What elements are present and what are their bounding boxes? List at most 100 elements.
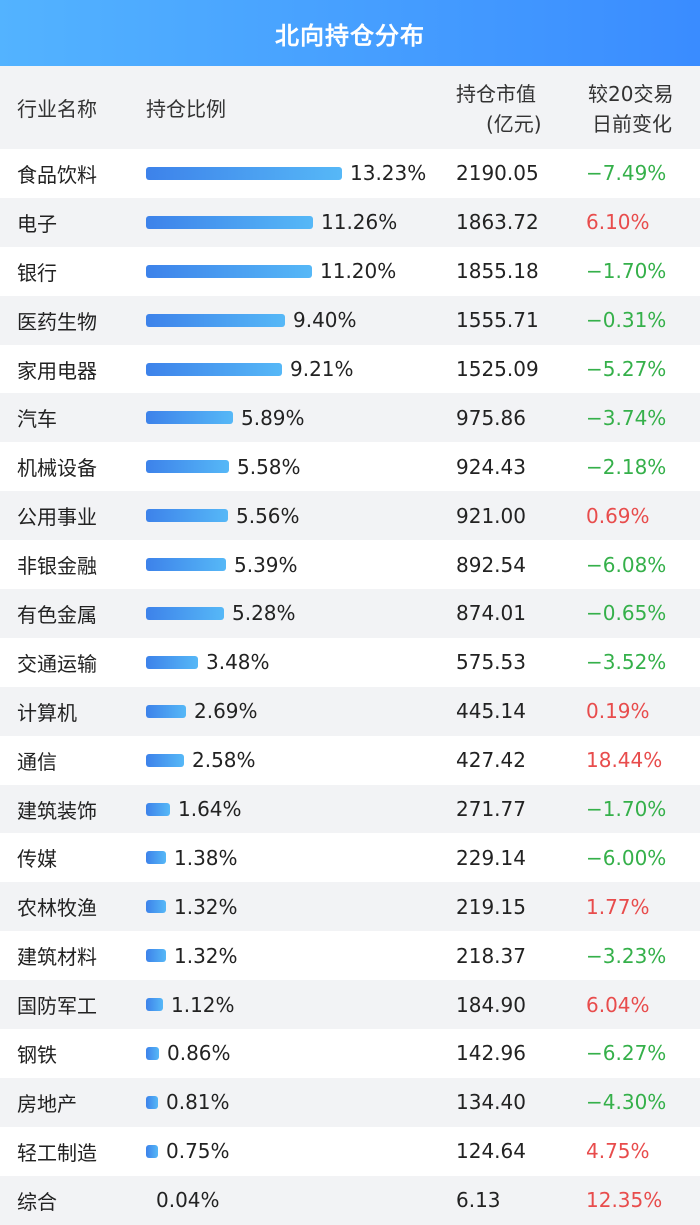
chart-title: 北向持仓分布 (275, 21, 425, 50)
market-value: 924.43 (456, 454, 526, 479)
market-value: 229.14 (456, 845, 526, 870)
chart-title-banner: 北向持仓分布 (0, 0, 700, 66)
ratio-bar (146, 900, 166, 914)
ratio-label: 5.58% (237, 454, 301, 479)
change-value: 18.44% (586, 748, 663, 773)
ratio-label: 1.32% (174, 894, 238, 919)
industry-name: 有色金属 (17, 602, 97, 627)
industry-name: 公用事业 (17, 505, 97, 530)
ratio-cell: 0.86% (146, 1029, 231, 1078)
industry-name: 国防军工 (17, 994, 97, 1019)
header-industry-name: 行业名称 (17, 97, 97, 121)
industry-name: 银行 (17, 260, 57, 285)
market-value: 1555.71 (456, 308, 539, 333)
industry-name: 建筑材料 (17, 945, 97, 970)
ratio-cell: 1.12% (146, 980, 235, 1029)
ratio-bar (146, 753, 184, 767)
market-value: 874.01 (456, 601, 526, 626)
ratio-bar (146, 1046, 159, 1060)
market-value: 2190.05 (456, 161, 539, 186)
ratio-cell: 1.32% (146, 882, 238, 931)
table-row: 钢铁 0.86% 142.96 −6.27% (0, 1029, 700, 1078)
change-value: −3.74% (586, 405, 667, 430)
change-value: 4.75% (586, 1139, 650, 1164)
table-row: 医药生物 9.40% 1555.71 −0.31% (0, 295, 700, 345)
change-value: −1.70% (586, 797, 667, 822)
market-value: 134.40 (456, 1090, 526, 1115)
header-holding-ratio: 持仓比例 (146, 97, 226, 121)
ratio-bar (146, 704, 186, 718)
ratio-label: 5.56% (236, 503, 300, 528)
industry-name: 房地产 (17, 1091, 77, 1116)
ratio-bar (146, 215, 313, 229)
market-value: 271.77 (456, 797, 526, 822)
ratio-label: 11.26% (321, 210, 398, 235)
ratio-bar (146, 362, 282, 376)
market-value: 1525.09 (456, 357, 539, 381)
change-value: 0.69% (586, 503, 650, 528)
market-value: 184.90 (456, 992, 526, 1017)
market-value: 1855.18 (456, 259, 539, 284)
table-row: 家用电器 9.21% 1525.09 −5.27% (0, 345, 700, 394)
change-value: −3.52% (586, 650, 667, 675)
change-value: −0.65% (586, 601, 667, 626)
table-row: 非银金融 5.39% 892.54 −6.08% (0, 540, 700, 589)
ratio-cell: 2.58% (146, 736, 256, 785)
ratio-cell: 0.75% (146, 1127, 230, 1176)
market-value: 427.42 (456, 748, 526, 773)
ratio-cell: 5.89% (146, 393, 305, 442)
industry-name: 机械设备 (17, 456, 97, 481)
ratio-cell: 1.64% (146, 785, 242, 834)
ratio-cell: 5.56% (146, 491, 300, 540)
ratio-cell: 9.21% (146, 345, 354, 394)
ratio-bar (146, 606, 224, 620)
table-row: 计算机 2.69% 445.14 0.19% (0, 686, 700, 736)
ratio-cell: 5.58% (146, 442, 301, 491)
ratio-label: 9.40% (293, 308, 357, 333)
industry-name: 电子 (17, 211, 57, 236)
industry-name: 轻工制造 (17, 1140, 97, 1165)
table-body: 食品饮料 13.23% 2190.05 −7.49% 电子 11.26% 1863.72 6.… (0, 149, 700, 1225)
ratio-label: 1.12% (171, 992, 235, 1017)
table-row: 汽车 5.89% 975.86 −3.74% (0, 393, 700, 443)
ratio-label: 1.38% (174, 845, 238, 870)
table-row: 轻工制造 0.75% 124.64 4.75% (0, 1127, 700, 1176)
table-row: 食品饮料 13.23% 2190.05 −7.49% (0, 149, 700, 198)
ratio-label: 13.23% (350, 161, 427, 186)
ratio-bar (146, 949, 166, 963)
table-row: 公用事业 5.56% 921.00 0.69% (0, 491, 700, 541)
ratio-label: 2.69% (194, 699, 258, 724)
ratio-bar (146, 1144, 158, 1158)
market-value: 921.00 (456, 503, 526, 528)
ratio-cell: 0.04% (146, 1176, 220, 1225)
ratio-cell: 9.40% (146, 296, 357, 345)
ratio-cell: 13.23% (146, 149, 426, 198)
header-market-value-line1: 持仓市值 (456, 82, 536, 106)
market-value: 892.54 (456, 552, 526, 577)
header-change-line2: 日前变化 (592, 112, 672, 136)
ratio-label: 1.32% (174, 943, 238, 968)
ratio-bar (146, 558, 226, 572)
table-row: 建筑装饰 1.64% 271.77 −1.70% (0, 784, 700, 834)
ratio-cell: 5.28% (146, 589, 296, 638)
table-row: 房地产 0.81% 134.40 −4.30% (0, 1077, 700, 1127)
ratio-bar (146, 411, 233, 425)
ratio-label: 0.81% (166, 1090, 230, 1115)
table-row: 银行 11.20% 1855.18 −1.70% (0, 247, 700, 296)
ratio-bar (146, 1095, 158, 1109)
ratio-label: 5.28% (232, 601, 296, 626)
header-change-line1: 较20交易 (588, 82, 674, 106)
ratio-label: 2.58% (192, 748, 256, 773)
change-value: −3.23% (586, 943, 667, 968)
ratio-label: 3.48% (206, 650, 270, 675)
market-value: 142.96 (456, 1041, 526, 1066)
industry-name: 通信 (17, 749, 57, 774)
change-value: 6.04% (586, 992, 650, 1017)
table-row: 通信 2.58% 427.42 18.44% (0, 736, 700, 785)
market-value: 575.53 (456, 650, 526, 675)
ratio-bar (146, 166, 342, 180)
table-row: 国防军工 1.12% 184.90 6.04% (0, 980, 700, 1030)
market-value: 219.15 (456, 894, 526, 919)
ratio-cell: 1.32% (146, 931, 238, 980)
industry-name: 传媒 (17, 847, 57, 872)
